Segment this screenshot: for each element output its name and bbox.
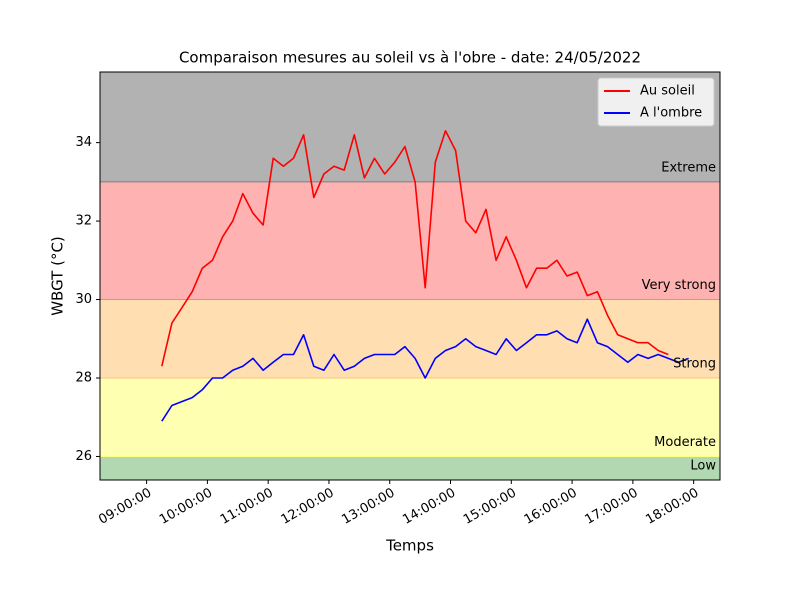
zone-band	[100, 378, 720, 457]
y-tick-label: 26	[75, 449, 92, 464]
y-tick-label: 28	[75, 371, 92, 386]
zone-band	[100, 299, 720, 378]
zone-band	[100, 181, 720, 300]
data-line	[161, 130, 669, 367]
zone-label: Extreme	[661, 160, 716, 175]
y-axis-label: WBGT (°C)	[49, 236, 67, 316]
y-tick-label: 34	[75, 135, 92, 150]
zone-label: Moderate	[654, 435, 716, 450]
data-line	[161, 318, 689, 422]
legend-label: A l'ombre	[640, 106, 702, 121]
plot-area	[100, 72, 720, 480]
legend-label: Au soleil	[640, 84, 695, 99]
plot-frame	[99, 71, 721, 481]
x-axis-label: Temps	[385, 537, 434, 555]
zone-label: Low	[690, 459, 716, 474]
chart-title: Comparaison mesures au soleil vs à l'obr…	[179, 49, 641, 67]
zone-band	[100, 456, 720, 480]
y-tick-label: 32	[75, 214, 92, 229]
y-tick-label: 30	[75, 292, 92, 307]
zone-label: Strong	[673, 357, 716, 372]
zone-label: Very strong	[642, 278, 716, 293]
